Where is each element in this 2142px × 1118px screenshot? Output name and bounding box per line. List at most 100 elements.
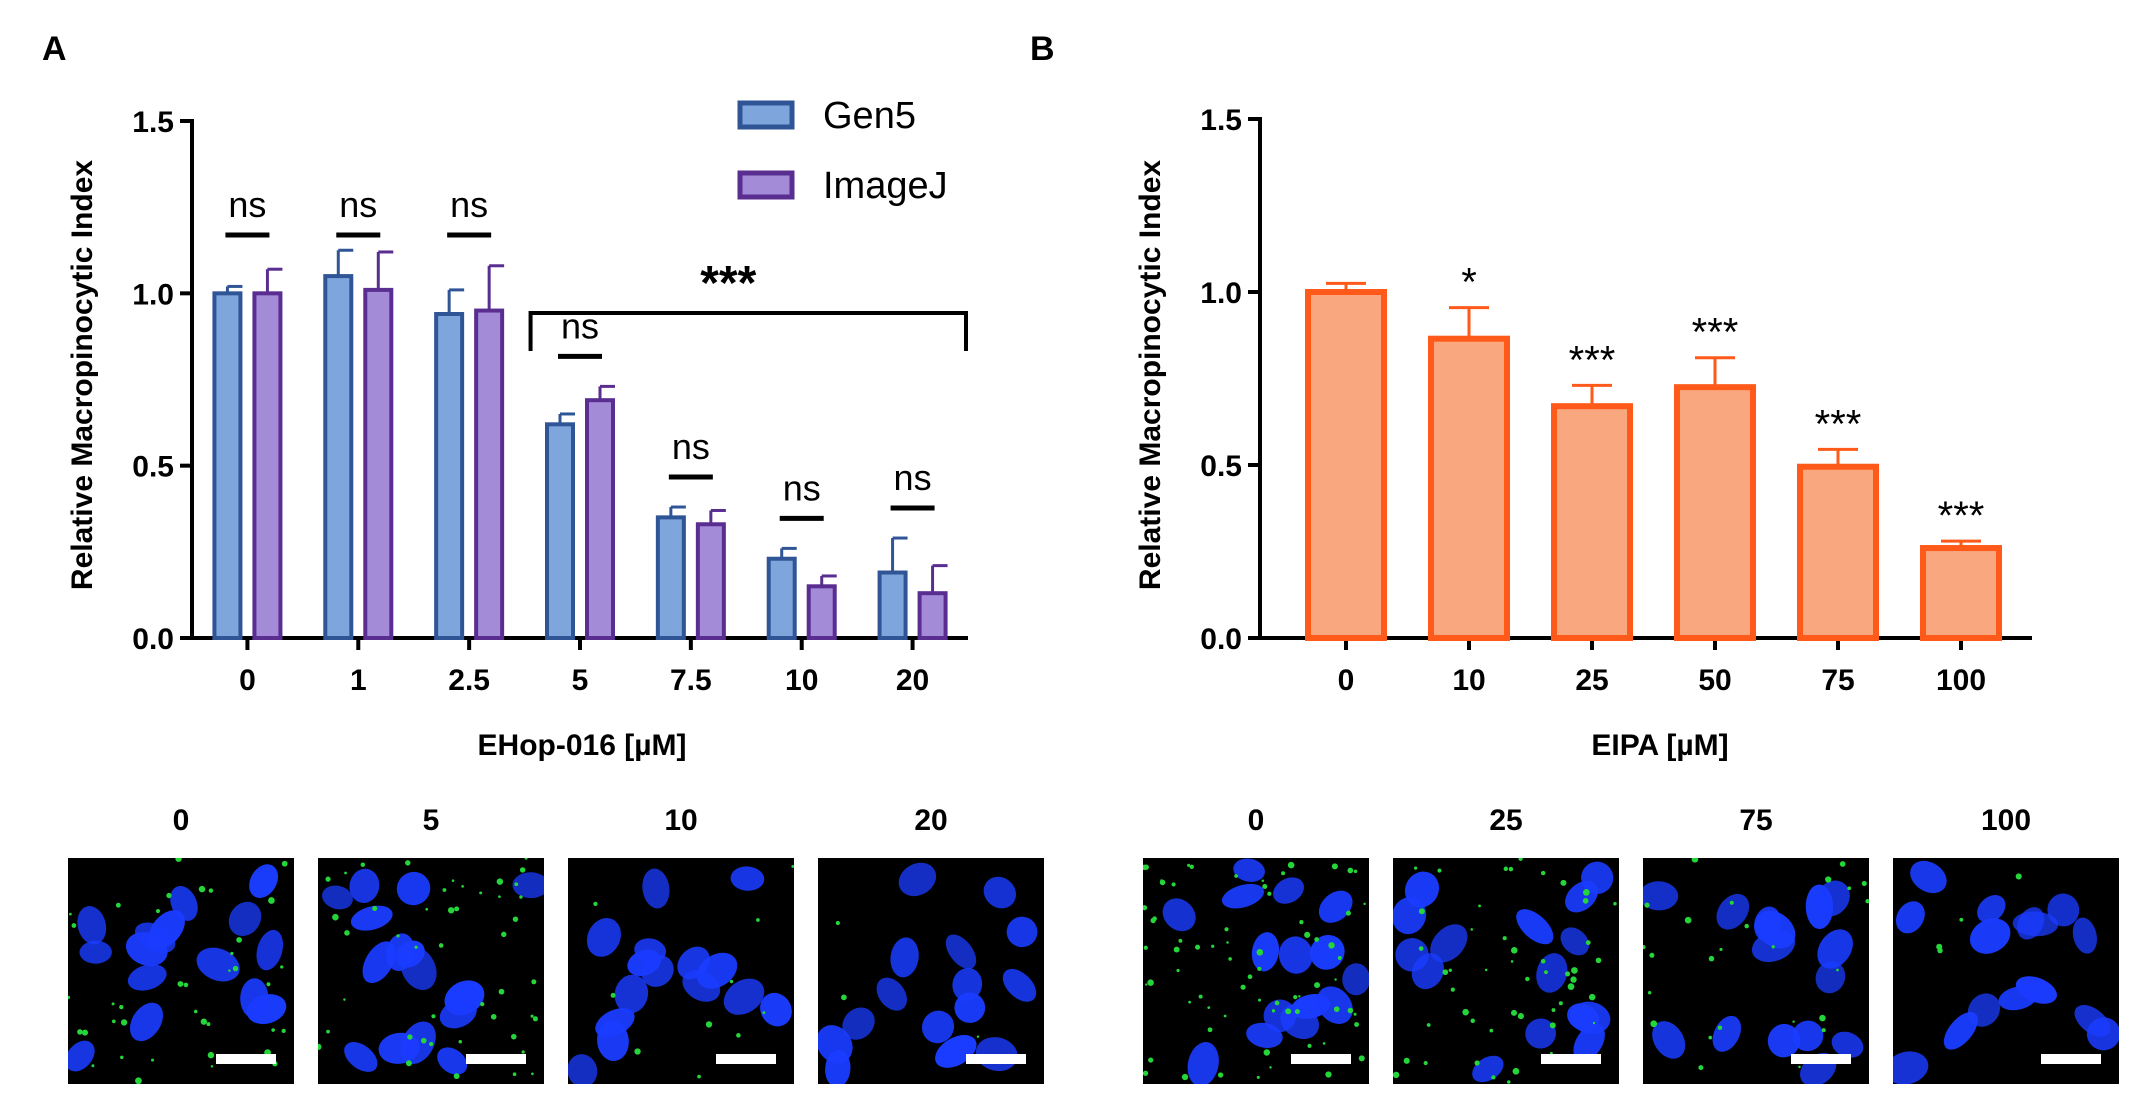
puncta bbox=[1256, 1075, 1260, 1079]
puncta bbox=[1510, 947, 1518, 954]
nucleus bbox=[344, 1042, 378, 1072]
nucleus bbox=[952, 967, 983, 1002]
puncta bbox=[280, 965, 284, 969]
nucleus bbox=[1573, 1023, 1605, 1062]
nucleus bbox=[1430, 924, 1468, 963]
puncta bbox=[420, 1037, 427, 1044]
puncta bbox=[1261, 879, 1265, 883]
nucleus bbox=[1895, 901, 1925, 934]
puncta bbox=[111, 1019, 116, 1024]
scale-bar bbox=[466, 1054, 526, 1064]
puncta bbox=[344, 871, 347, 875]
puncta bbox=[1426, 1023, 1431, 1027]
micrograph bbox=[318, 858, 544, 1084]
nucleus bbox=[983, 876, 1016, 909]
nucleus bbox=[349, 868, 380, 903]
micrograph-label: 0 bbox=[173, 804, 190, 837]
puncta bbox=[835, 920, 840, 926]
chart-b-xtick-label: 10 bbox=[1452, 664, 1485, 697]
puncta bbox=[1821, 1028, 1826, 1033]
puncta bbox=[1507, 1080, 1511, 1084]
puncta bbox=[1322, 1042, 1326, 1045]
nucleus bbox=[2015, 976, 2057, 1004]
puncta bbox=[531, 1072, 534, 1076]
puncta bbox=[1337, 956, 1342, 960]
puncta bbox=[453, 1073, 460, 1080]
puncta bbox=[120, 1055, 124, 1060]
puncta bbox=[1423, 1060, 1428, 1066]
chart-a-bar-gen5 bbox=[545, 422, 575, 640]
nucleus bbox=[125, 932, 168, 967]
scale-bar bbox=[1791, 1054, 1851, 1064]
nucleus bbox=[1969, 918, 2011, 954]
puncta bbox=[610, 992, 616, 998]
puncta bbox=[1287, 861, 1295, 869]
chart-a-bar-imagej bbox=[363, 287, 394, 640]
puncta bbox=[120, 1019, 128, 1026]
puncta bbox=[318, 1043, 322, 1050]
chart-a-bar-imagej bbox=[474, 308, 505, 640]
puncta bbox=[1247, 974, 1253, 980]
puncta bbox=[1771, 945, 1775, 949]
nucleus bbox=[1006, 916, 1038, 948]
puncta bbox=[1334, 978, 1337, 981]
puncta bbox=[1358, 1055, 1365, 1062]
puncta bbox=[325, 876, 331, 882]
puncta bbox=[1293, 995, 1298, 1000]
chart-b-bar bbox=[1551, 403, 1633, 641]
puncta bbox=[1647, 991, 1652, 995]
puncta bbox=[1328, 942, 1335, 949]
puncta bbox=[1503, 866, 1509, 871]
puncta bbox=[200, 1018, 208, 1025]
puncta bbox=[1281, 871, 1286, 876]
puncta bbox=[1512, 1067, 1520, 1075]
puncta bbox=[1582, 898, 1589, 904]
puncta bbox=[490, 1013, 497, 1020]
micrograph-content bbox=[1393, 858, 1617, 1084]
chart-a-xtick-label: 20 bbox=[896, 664, 929, 697]
chart-b-ytick-label: 1.5 bbox=[1200, 104, 1242, 137]
puncta bbox=[1508, 866, 1514, 872]
nucleus bbox=[1977, 895, 2006, 923]
puncta bbox=[1558, 1001, 1563, 1006]
nucleus bbox=[1393, 897, 1427, 935]
nucleus bbox=[1581, 861, 1614, 894]
puncta bbox=[1649, 952, 1655, 958]
puncta bbox=[1560, 879, 1567, 886]
chart-a-bar-imagej bbox=[917, 591, 948, 641]
puncta bbox=[193, 1009, 198, 1014]
puncta bbox=[372, 905, 378, 911]
puncta bbox=[1708, 1035, 1713, 1040]
puncta bbox=[756, 918, 760, 922]
puncta bbox=[791, 865, 794, 868]
puncta bbox=[1347, 867, 1354, 874]
puncta bbox=[1484, 968, 1488, 972]
puncta bbox=[1819, 1014, 1826, 1022]
puncta bbox=[1418, 908, 1425, 915]
puncta bbox=[451, 879, 455, 882]
nucleus bbox=[2074, 1005, 2111, 1037]
puncta bbox=[1937, 947, 1943, 954]
nucleus bbox=[1815, 880, 1850, 917]
puncta bbox=[183, 982, 189, 988]
nucleus bbox=[196, 947, 240, 982]
nucleus bbox=[1943, 1011, 1978, 1050]
nucleus bbox=[79, 940, 112, 964]
puncta bbox=[1418, 946, 1424, 951]
puncta bbox=[634, 1048, 641, 1055]
puncta bbox=[501, 931, 507, 938]
micrograph-label: 5 bbox=[423, 804, 440, 837]
nucleus bbox=[1221, 883, 1265, 909]
puncta bbox=[425, 907, 429, 911]
puncta bbox=[442, 888, 447, 892]
chart-a-bar-imagej bbox=[695, 522, 726, 641]
puncta bbox=[1298, 995, 1301, 998]
chart-b-significance: * bbox=[1461, 261, 1477, 305]
chart-b-xtick-label: 100 bbox=[1936, 664, 1986, 697]
puncta bbox=[1865, 899, 1869, 904]
nucleus bbox=[129, 1002, 164, 1042]
puncta bbox=[1565, 971, 1571, 977]
puncta bbox=[119, 1004, 124, 1010]
puncta bbox=[736, 1033, 741, 1038]
puncta bbox=[268, 897, 275, 904]
